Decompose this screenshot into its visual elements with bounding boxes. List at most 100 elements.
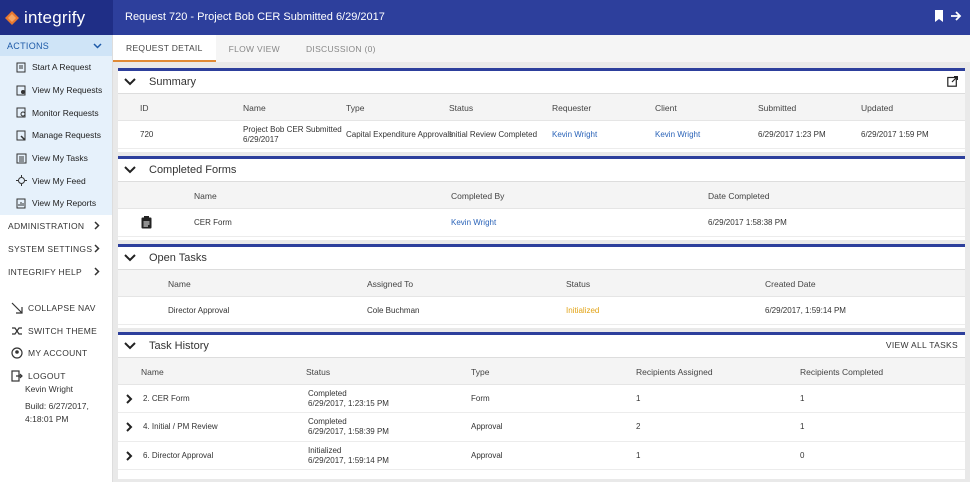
manage-requests-icon (16, 130, 27, 141)
col-header: Status (449, 103, 474, 113)
table-row[interactable]: CER Form Kevin Wright 6/29/2017 1:58:38 … (118, 209, 965, 237)
cell-type: Capital Expenditure Approvals (346, 130, 454, 139)
start-request-icon (16, 62, 27, 73)
build-info: Build: 6/27/2017, (25, 400, 89, 411)
sidebar-item-my-reports[interactable]: View My Reports (0, 192, 112, 215)
util-label: COLLAPSE NAV (28, 303, 96, 314)
sidebar-item-label: Monitor Requests (32, 107, 99, 118)
sidebar-item-manage-requests[interactable]: Manage Requests (0, 124, 112, 147)
sidebar-section-integrify-help[interactable]: INTEGRIFY HELP (0, 261, 112, 284)
open-tasks-header[interactable]: Open Tasks (118, 247, 965, 270)
sidebar-section-system-settings[interactable]: SYSTEM SETTINGS (0, 238, 112, 261)
sidebar-item-monitor-requests[interactable]: Monitor Requests (0, 101, 112, 125)
summary-header[interactable]: Summary (118, 71, 965, 94)
cell-type: Approval (471, 450, 503, 460)
task-history-table-header: Name Status Type Recipients Assigned Rec… (118, 358, 965, 385)
actions-section-header[interactable]: ACTIONS (0, 35, 112, 56)
panel-title: Open Tasks (149, 252, 207, 264)
client-link[interactable]: Kevin Wright (655, 130, 701, 139)
cell-updated: 6/29/2017 1:59 PM (861, 130, 929, 139)
table-row[interactable]: 6. Director Approval Initialized 6/29/20… (118, 441, 965, 470)
util-label: SWITCH THEME (28, 325, 98, 336)
chevron-right-icon[interactable] (124, 422, 134, 433)
my-account-button[interactable]: MY ACCOUNT (0, 342, 112, 365)
logo[interactable]: integrify (0, 0, 113, 35)
cell-type: Form (471, 394, 490, 403)
bookmark-icon[interactable] (934, 10, 944, 24)
col-header: Name (243, 103, 266, 113)
open-external-icon[interactable] (947, 75, 959, 89)
cell-status: Initialized (308, 445, 342, 455)
tab-request-detail[interactable]: REQUEST DETAIL (113, 35, 216, 62)
sidebar-item-label: View My Reports (32, 198, 97, 209)
clipboard-icon[interactable] (141, 216, 152, 232)
col-header: Updated (861, 103, 894, 113)
tab-discussion[interactable]: DISCUSSION (0) (305, 43, 376, 54)
collapse-nav-button[interactable]: COLLAPSE NAV (0, 297, 112, 320)
cell-recipients-assigned: 1 (636, 450, 641, 460)
summary-table-header: ID Name Type Status Requester Client Sub… (118, 94, 965, 121)
section-label: SYSTEM SETTINGS (8, 244, 93, 255)
chevron-right-icon[interactable] (124, 394, 134, 404)
section-label: ADMINISTRATION (8, 221, 85, 232)
feed-icon (16, 175, 27, 187)
chevron-down-icon (124, 164, 136, 176)
switch-theme-button[interactable]: SWITCH THEME (0, 319, 112, 342)
reports-icon (16, 198, 27, 209)
col-header: Status (306, 367, 331, 377)
my-requests-icon (16, 85, 27, 96)
current-user: Kevin Wright (25, 383, 74, 394)
logout-button[interactable]: LOGOUT (0, 364, 112, 387)
col-header: Name (194, 191, 217, 201)
col-header: Submitted (758, 103, 797, 113)
sidebar-item-my-feed[interactable]: View My Feed (0, 169, 112, 193)
view-all-tasks-link[interactable]: VIEW ALL TASKS (885, 340, 958, 350)
collapse-icon (11, 302, 23, 314)
cell-type: Approval (471, 422, 503, 432)
col-header: Requester (552, 103, 592, 113)
cell-id: 720 (140, 130, 154, 139)
table-row[interactable]: Director Approval Cole Buchman Initializ… (118, 297, 965, 325)
completed-forms-header[interactable]: Completed Forms (118, 159, 965, 182)
page-title: Request 720 - Project Bob CER Submitted … (125, 11, 385, 23)
chevron-right-icon (94, 244, 100, 255)
task-history-header[interactable]: Task History VIEW ALL TASKS (118, 335, 965, 358)
cell-task-name: 2. CER Form (143, 394, 190, 403)
sidebar-section-administration[interactable]: ADMINISTRATION (0, 215, 112, 238)
cell-status: Completed (308, 389, 347, 398)
table-row[interactable]: 2. CER Form Completed 6/29/2017, 1:23:15… (118, 385, 965, 414)
logout-icon (11, 369, 23, 382)
cell-status-date: 6/29/2017, 1:23:15 PM (308, 399, 389, 408)
cell-task-name: 4. Initial / PM Review (143, 422, 218, 432)
col-header: Name (141, 367, 164, 377)
chevron-down-icon (124, 340, 136, 352)
main-content: REQUEST DETAIL FLOW VIEW DISCUSSION (0) … (113, 35, 970, 482)
sidebar-item-my-tasks[interactable]: View My Tasks (0, 146, 112, 170)
table-row[interactable]: 4. Initial / PM Review Completed 6/29/20… (118, 413, 965, 442)
completed-by-link[interactable]: Kevin Wright (451, 218, 497, 227)
monitor-requests-icon (16, 107, 27, 118)
cell-task-name: Director Approval (168, 306, 230, 315)
table-row[interactable]: 720 Project Bob CER Submitted 6/29/2017 … (118, 121, 965, 149)
account-icon (11, 347, 23, 359)
sidebar-item-my-requests[interactable]: View My Requests (0, 78, 112, 102)
sidebar-item-label: Manage Requests (32, 130, 101, 141)
sidebar-item-start-request[interactable]: Start A Request (0, 56, 112, 79)
status-badge: Initialized (566, 306, 600, 315)
chevron-down-icon (124, 252, 136, 264)
col-header: Completed By (451, 191, 505, 201)
cell-status: Initial Review Completed (449, 130, 538, 139)
forms-table-header: Name Completed By Date Completed (118, 182, 965, 209)
completed-forms-panel: Completed Forms Name Completed By Date C… (118, 156, 965, 240)
tab-flow-view[interactable]: FLOW VIEW (228, 43, 280, 54)
cell-recipients-assigned: 2 (636, 422, 641, 432)
col-header: ID (140, 103, 149, 113)
cell-recipients-completed: 0 (800, 450, 805, 460)
cell-task-name: 6. Director Approval (143, 450, 214, 460)
section-label: INTEGRIFY HELP (8, 267, 82, 278)
exit-arrow-icon[interactable] (950, 10, 962, 24)
sidebar-item-label: View My Feed (32, 175, 86, 186)
chevron-right-icon[interactable] (124, 450, 134, 461)
col-header: Name (168, 279, 191, 289)
requester-link[interactable]: Kevin Wright (552, 130, 598, 139)
